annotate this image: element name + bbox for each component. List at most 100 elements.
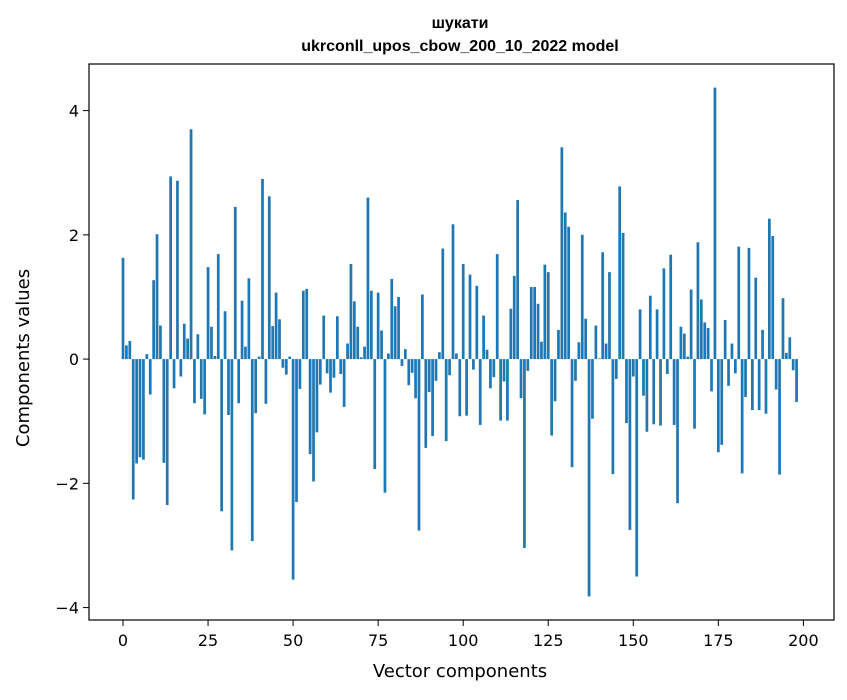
bar bbox=[301, 290, 305, 360]
bar bbox=[781, 298, 785, 360]
x-tick-label: 200 bbox=[788, 631, 819, 650]
bar bbox=[665, 359, 669, 374]
bar bbox=[689, 289, 693, 360]
bar bbox=[716, 359, 720, 453]
bar bbox=[652, 359, 656, 425]
bar bbox=[346, 343, 349, 360]
x-tick-label: 50 bbox=[283, 631, 303, 650]
bar bbox=[305, 288, 309, 360]
y-tick-label: 4 bbox=[69, 102, 79, 121]
bar bbox=[288, 356, 292, 360]
bar bbox=[754, 277, 758, 360]
bar bbox=[352, 301, 356, 360]
bar bbox=[475, 285, 479, 360]
bar bbox=[131, 359, 135, 500]
bar bbox=[604, 343, 608, 360]
bar bbox=[247, 278, 251, 360]
bar bbox=[591, 359, 594, 419]
bar bbox=[631, 359, 635, 377]
bar bbox=[155, 234, 159, 360]
bar bbox=[540, 341, 543, 360]
bar bbox=[240, 300, 244, 360]
x-axis-label: Vector components bbox=[373, 661, 547, 682]
y-tick-label: −2 bbox=[55, 474, 79, 493]
bar bbox=[621, 232, 625, 360]
bar bbox=[444, 359, 448, 442]
x-tick-label: 0 bbox=[118, 631, 128, 650]
bar bbox=[278, 319, 281, 360]
bar bbox=[182, 323, 186, 360]
bar bbox=[546, 272, 550, 360]
bar bbox=[407, 359, 411, 386]
bars-group bbox=[121, 87, 798, 597]
bar bbox=[468, 274, 472, 360]
bar bbox=[597, 358, 601, 360]
bar bbox=[625, 359, 628, 424]
bar bbox=[329, 359, 332, 393]
bar bbox=[434, 359, 438, 381]
bar bbox=[672, 359, 676, 425]
x-tick-label: 100 bbox=[448, 631, 479, 650]
bar bbox=[274, 292, 278, 360]
bar bbox=[227, 359, 230, 415]
bar bbox=[733, 359, 737, 374]
x-tick-label: 125 bbox=[533, 631, 564, 650]
bar bbox=[526, 359, 530, 371]
bar bbox=[308, 359, 312, 455]
bar bbox=[723, 319, 727, 360]
bar bbox=[706, 328, 710, 360]
bar bbox=[366, 197, 370, 360]
bar bbox=[186, 338, 190, 360]
plot-area-frame bbox=[88, 63, 835, 621]
bar bbox=[472, 359, 475, 370]
bar bbox=[768, 218, 771, 360]
bar bbox=[233, 206, 237, 360]
bar bbox=[489, 359, 492, 389]
bar bbox=[478, 359, 482, 425]
bar bbox=[284, 359, 288, 375]
bar bbox=[642, 359, 645, 396]
bar bbox=[424, 359, 428, 448]
bar bbox=[427, 359, 431, 393]
bar bbox=[682, 333, 686, 360]
bar bbox=[614, 359, 618, 379]
bar bbox=[397, 296, 400, 360]
bar bbox=[387, 353, 390, 360]
bar bbox=[400, 359, 404, 366]
bar bbox=[601, 252, 605, 360]
bar bbox=[570, 359, 574, 468]
bar bbox=[737, 246, 741, 360]
bar bbox=[359, 357, 363, 360]
bar bbox=[179, 359, 183, 377]
bar bbox=[254, 359, 258, 414]
bar bbox=[162, 359, 166, 463]
bar bbox=[213, 355, 217, 360]
bar bbox=[264, 359, 268, 404]
bar bbox=[560, 147, 564, 360]
bar bbox=[451, 224, 455, 360]
bar bbox=[199, 359, 203, 399]
bar bbox=[567, 226, 571, 360]
y-tick-label: 0 bbox=[69, 350, 79, 369]
bar bbox=[295, 359, 298, 502]
ticks-group: 0 25 50 75 100 125 150 175 200 −4 −2 0 2 4 bbox=[55, 102, 818, 650]
bar bbox=[516, 200, 519, 360]
y-tick-label: 2 bbox=[69, 226, 79, 245]
bar bbox=[237, 359, 241, 404]
bar bbox=[747, 247, 751, 360]
bar bbox=[128, 341, 132, 360]
bar bbox=[648, 295, 652, 360]
bar bbox=[152, 280, 155, 360]
bar bbox=[421, 294, 424, 360]
bar bbox=[679, 326, 683, 360]
bar bbox=[312, 359, 315, 482]
bar bbox=[506, 359, 509, 421]
bar bbox=[693, 359, 696, 429]
bar bbox=[335, 316, 339, 360]
bar bbox=[778, 359, 781, 475]
bar bbox=[159, 325, 162, 360]
bar bbox=[618, 186, 622, 360]
bar bbox=[550, 359, 554, 436]
chart-title-line-1: шукати bbox=[432, 15, 489, 32]
bar bbox=[662, 268, 666, 360]
